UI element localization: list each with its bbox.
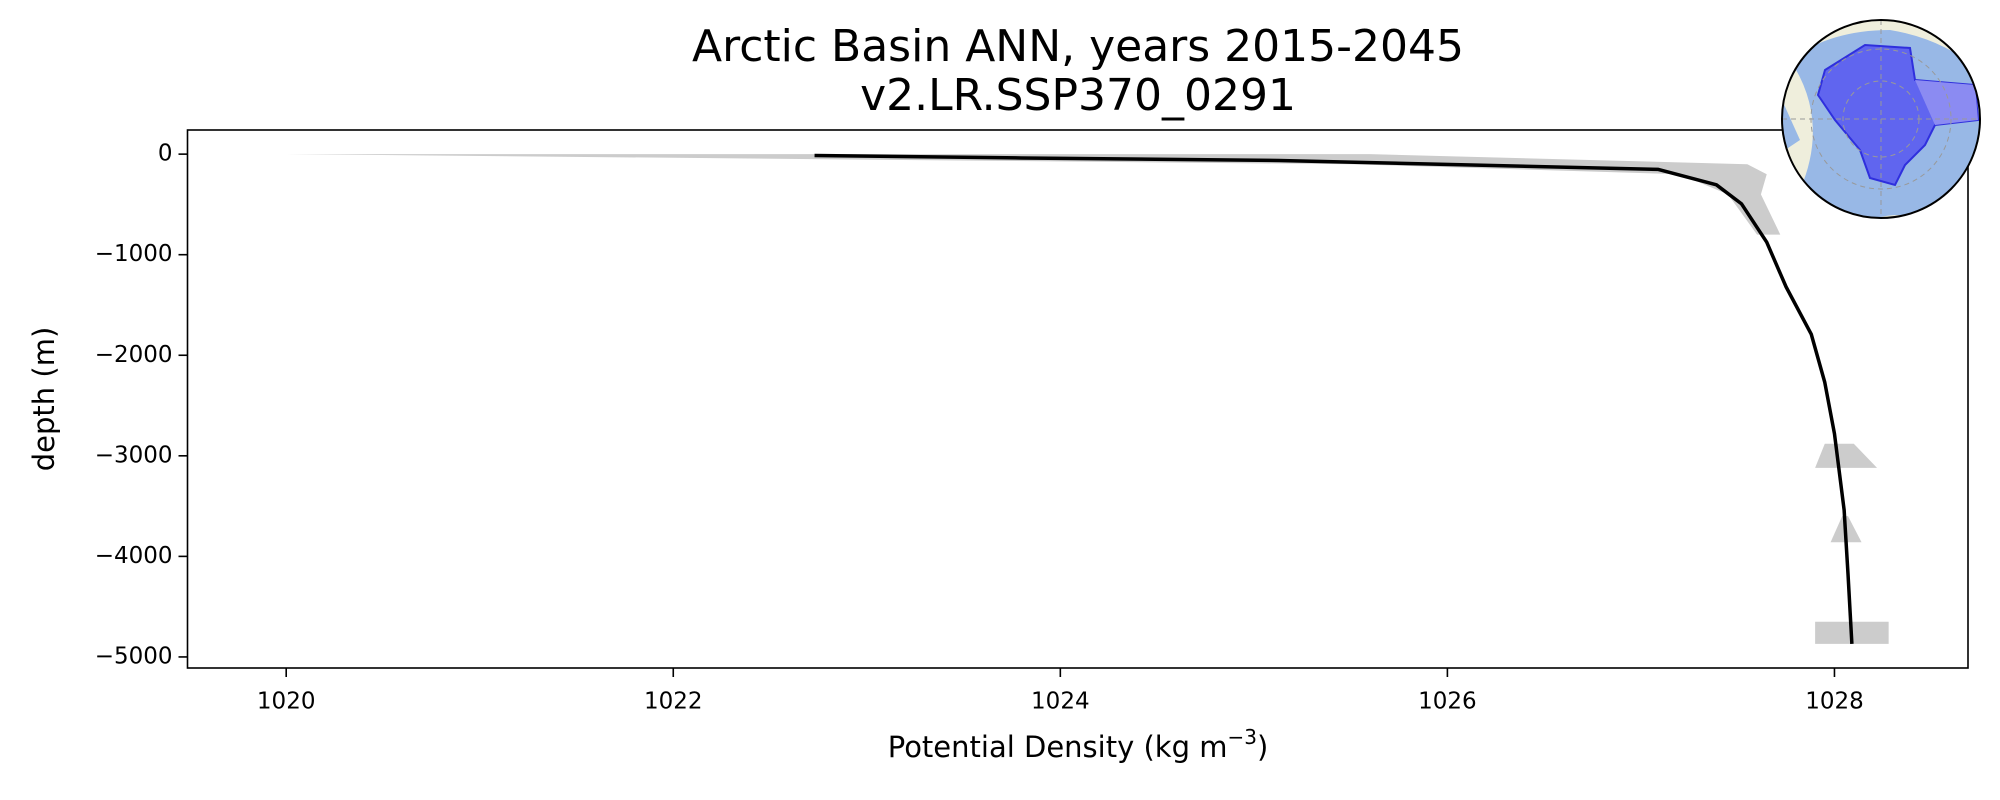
y-tick-label: −4000	[95, 543, 173, 569]
arctic-basin-region	[1816, 43, 1980, 187]
map-content	[1782, 20, 1980, 218]
spread-band	[286, 154, 1781, 235]
region-map	[1781, 19, 1981, 219]
map-ocean	[1782, 100, 1800, 160]
plot-frame	[186, 129, 1969, 669]
x-axis-label-suffix: )	[1257, 730, 1268, 764]
x-axis-label-text: Potential Density (kg m	[888, 730, 1228, 764]
y-axis-label: depth (m)	[27, 327, 61, 472]
y-tick-label: −1000	[95, 241, 173, 267]
x-tick-label: 1028	[1805, 689, 1864, 715]
map-border	[1781, 19, 1981, 219]
y-tick-label: −2000	[95, 342, 173, 368]
chart-subtitle: v2.LR.SSP370_0291	[860, 70, 1296, 121]
x-axis-label: Potential Density (kg m−3)	[888, 725, 1269, 765]
x-tick-label: 1026	[1418, 689, 1477, 715]
profile-line	[814, 153, 1854, 644]
y-tick-label: 0	[158, 141, 173, 167]
x-axis-label-superscript: −3	[1227, 725, 1256, 749]
y-tick-label: −5000	[95, 643, 173, 669]
chart-title: Arctic Basin ANN, years 2015-2045	[692, 21, 1464, 72]
x-tick-label: 1022	[644, 689, 703, 715]
spread-band	[1815, 443, 1878, 468]
x-tick-label: 1024	[1031, 689, 1090, 715]
region-shelf	[1915, 80, 1978, 125]
x-tick-label: 1020	[257, 689, 316, 715]
y-tick-label: −3000	[95, 442, 173, 468]
plot-area	[286, 153, 1889, 644]
